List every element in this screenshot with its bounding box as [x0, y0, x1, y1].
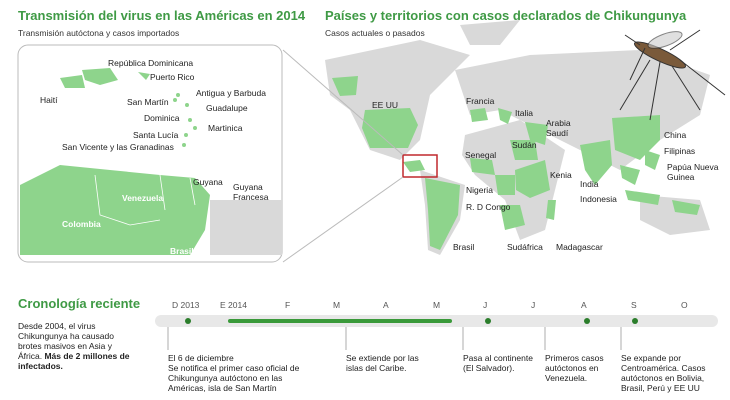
- event: El 6 de diciembre Se notifica el primer c…: [168, 353, 313, 393]
- map-label: Sudán: [512, 140, 537, 150]
- month-label: M: [333, 300, 341, 310]
- map-label: Dominica: [144, 113, 180, 123]
- map-label: Francia: [466, 96, 495, 106]
- map-label: Sudáfrica: [507, 242, 543, 252]
- map-label: R. D Congo: [466, 202, 511, 212]
- map-label: India: [580, 179, 599, 189]
- map-label: Filipinas: [664, 146, 696, 156]
- intro-bold: Más de 2 millones de infectados.: [18, 351, 130, 371]
- map-label: Guadalupe: [206, 103, 248, 113]
- map-label: EE UU: [372, 100, 398, 110]
- map-label: Haití: [40, 95, 58, 105]
- event: Se extiende por las islas del Caribe.: [346, 353, 419, 373]
- month-label: D 2013: [172, 300, 200, 310]
- month-label: J: [483, 300, 488, 310]
- map-label: Antigua y Barbuda: [196, 88, 266, 98]
- month-label: S: [631, 300, 637, 310]
- event-text: Se notifica el primer caso oficial de Ch…: [168, 363, 300, 393]
- map-label: República Dominicana: [108, 58, 194, 68]
- map-label: China: [664, 130, 687, 140]
- map-label: Colombia: [62, 219, 101, 229]
- event-date: El 6 de diciembre: [168, 353, 234, 363]
- event: Se expande por Centroamérica. Casos autó…: [621, 353, 706, 393]
- map-label: Venezuela: [122, 193, 164, 203]
- event: Primeros casos autóctonos en Venezuela.: [545, 353, 604, 383]
- map-label: Santa Lucía: [133, 130, 179, 140]
- month-label: J: [531, 300, 536, 310]
- map-label: San Vicente y las Granadinas: [62, 142, 174, 152]
- month-label: F: [285, 300, 291, 310]
- month-label: E 2014: [220, 300, 247, 310]
- map-label: Arabia Saudí: [546, 118, 571, 138]
- intro-text: Desde 2004, el virus Chikungunya ha caus…: [18, 321, 114, 361]
- map-label: Italia: [515, 108, 533, 118]
- map-label: Brasil: [453, 242, 475, 252]
- timeline-title: Cronología reciente: [18, 296, 141, 311]
- month-label: O: [681, 300, 688, 310]
- world-title: Países y territorios con casos declarado…: [325, 8, 687, 23]
- map-label: Martinica: [208, 123, 243, 133]
- map-label: Kenia: [550, 170, 572, 180]
- map-label: San Martín: [127, 97, 169, 107]
- month-label: A: [581, 300, 587, 310]
- map-label: Indonesia: [580, 194, 617, 204]
- left-subtitle: Transmisión autóctona y casos importados: [18, 28, 180, 38]
- month-label: M: [433, 300, 441, 310]
- map-label: Guyana Francesa: [233, 182, 269, 202]
- map-label: Puerto Rico: [150, 72, 195, 82]
- map-label: Guyana: [193, 177, 223, 187]
- map-label: Brasil: [170, 246, 194, 256]
- map-label: Senegal: [465, 150, 497, 160]
- month-label: A: [383, 300, 389, 310]
- event: Pasa al continente (El Salvador).: [463, 353, 533, 373]
- left-title: Transmisión del virus en las Américas en…: [18, 8, 306, 23]
- timeline-intro: Desde 2004, el virus Chikungunya ha caus…: [18, 321, 138, 371]
- map-label: Papúa Nueva Guinea: [667, 162, 719, 182]
- map-label: Madagascar: [556, 242, 603, 252]
- map-label: Nigeria: [466, 185, 493, 195]
- world-subtitle: Casos actuales o pasados: [325, 28, 425, 38]
